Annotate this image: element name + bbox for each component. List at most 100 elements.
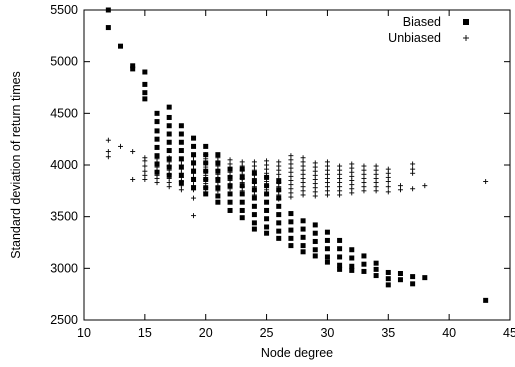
data-points [105,7,489,303]
x-tick-label: 30 [320,326,334,340]
biased-point [276,187,282,193]
biased-point [385,269,391,275]
biased-point [264,174,270,180]
biased-point [349,267,355,273]
y-tick-label: 3000 [50,261,78,275]
biased-point [300,226,306,232]
unbiased-point [324,192,330,198]
biased-point [251,179,257,185]
biased-point [130,66,136,72]
biased-point [227,183,233,189]
biased-point [203,185,209,191]
biased-point [312,253,318,259]
unbiased-point [410,170,416,176]
biased-point [178,164,184,170]
biased-point [251,195,257,201]
y-axis-label: Standard deviation of return times [9,71,23,259]
biased-point [227,207,233,213]
biased-point [142,81,148,87]
unbiased-point [337,192,343,198]
biased-point [312,238,318,244]
biased-point [264,191,270,197]
biased-point [142,90,148,96]
biased-point [312,222,318,228]
biased-point [191,135,197,141]
biased-point [154,110,160,116]
unbiased-point [105,154,111,160]
biased-point [239,199,245,205]
unbiased-point [105,137,111,143]
biased-point [178,123,184,129]
biased-point [251,220,257,226]
biased-point [251,212,257,218]
biased-point [385,282,391,288]
biased-point [178,180,184,186]
biased-point [264,230,270,236]
biased-point [373,260,379,266]
biased-point [349,263,355,269]
biased-point [361,253,367,259]
biased-point [191,176,197,182]
biased-point [203,168,209,174]
biased-point [361,268,367,274]
biased-point [239,215,245,221]
biased-point [276,212,282,218]
biased-point [349,255,355,261]
x-axis-label: Node degree [261,346,333,360]
biased-point [276,220,282,226]
biased-point [130,63,136,69]
biased-point [227,191,233,197]
biased-point [239,174,245,180]
biased-point [191,160,197,166]
biased-point [264,199,270,205]
biased-point [118,43,124,49]
biased-point [191,168,197,174]
biased-point [300,243,306,249]
biased-point [191,152,197,158]
unbiased-point [130,149,136,155]
unbiased-point [142,163,148,169]
biased-point [203,143,209,149]
biased-point [312,230,318,236]
unbiased-point [483,179,489,185]
biased-point [251,203,257,209]
unbiased-point [373,188,379,194]
x-tick-label: 45 [503,326,515,340]
biased-point [337,237,343,243]
biased-point [276,228,282,234]
y-tick-labels: 2500 3000 3500 4000 4500 5000 5500 [50,3,78,327]
biased-point [300,234,306,240]
biased-point [410,274,416,280]
biased-point [239,183,245,189]
biased-point [300,249,306,255]
biased-point [483,297,489,303]
biased-point [191,143,197,149]
y-tick-label: 4000 [50,158,78,172]
biased-point [178,148,184,154]
biased-point [337,246,343,252]
y-tick-label: 5000 [50,55,78,69]
biased-point [397,277,403,283]
biased-point [154,169,160,175]
biased-point [166,131,172,137]
biased-point [300,218,306,224]
biased-point [264,207,270,213]
x-tick-label: 10 [77,326,91,340]
biased-point [166,114,172,120]
biased-point [385,276,391,282]
unbiased-point [397,187,403,193]
biased-point [337,266,343,272]
unbiased-point [410,161,416,167]
biased-point [251,170,257,176]
x-tick-labels: 10 15 20 25 30 35 40 45 [77,326,515,340]
legend-marker-unbiased [463,35,469,41]
biased-point [239,166,245,172]
biased-point [166,156,172,162]
biased-point [324,259,330,265]
biased-point [373,273,379,279]
biased-point [166,139,172,145]
biased-point [142,96,148,102]
biased-point [166,104,172,110]
legend: Biased Unbiased [388,15,469,45]
biased-point [239,191,245,197]
